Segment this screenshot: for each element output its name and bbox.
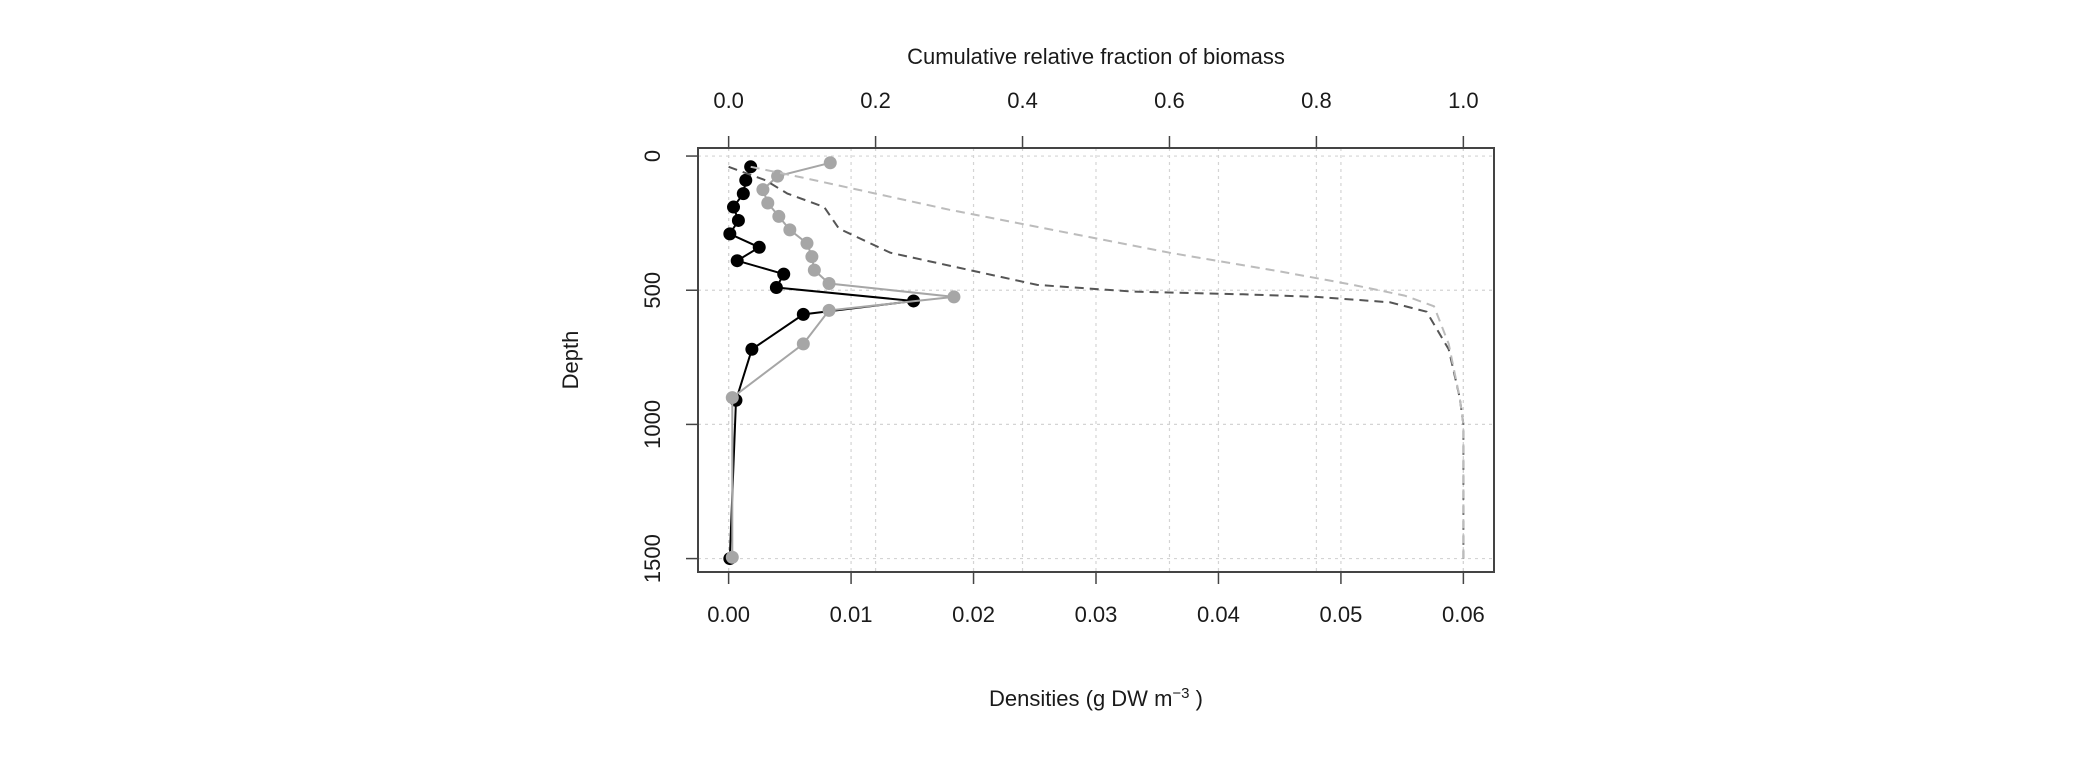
series-1-line [731,161,955,558]
x2-tick-label: 1.0 [1448,88,1479,113]
x-axis-label-suffix: ) [1190,686,1203,711]
series-0-point [723,227,737,241]
series-layer [723,156,1465,566]
y-axis-label: Depth [558,331,583,390]
top-axis-label: Cumulative relative fraction of biomass [907,44,1285,69]
series-1-point [783,223,797,237]
series-0-point [752,240,766,254]
series-1-point [761,196,775,210]
x2-tick-label: 0.6 [1154,88,1185,113]
series-1-point [772,209,786,223]
series-0-point [796,307,810,321]
series-1-point [823,156,837,170]
series-1-point [800,236,814,250]
series-1-point [805,250,819,264]
y-tick-label: 0 [640,150,665,162]
series-0-point [730,254,744,268]
series-1-point [756,183,770,197]
series-0-point [744,160,758,174]
x-axis-label-prefix: Densities (g DW m [989,686,1172,711]
x-tick-label: 0.03 [1075,602,1118,627]
series-1-point [947,290,961,304]
y-tick-label: 1500 [640,534,665,583]
series-0-point [777,267,791,281]
x2-tick-label: 0.2 [860,88,891,113]
series-1-point [725,550,739,564]
x-tick-label: 0.05 [1320,602,1363,627]
series-1-point [807,263,821,277]
series-1-point [796,337,810,351]
series-1-point [725,391,739,405]
series-1-point [822,277,836,291]
series-0-point [769,281,783,295]
x-tick-label: 0.00 [707,602,750,627]
series-3-line [750,165,1465,559]
series-0-line [728,166,914,559]
x-tick-label: 0.06 [1442,602,1485,627]
grid-layer [698,148,1494,572]
x2-tick-label: 0.0 [713,88,744,113]
series-1-point [822,303,836,317]
x2-tick-label: 0.4 [1007,88,1038,113]
series-0-point [727,200,741,214]
y-tick-label: 1000 [640,400,665,449]
series-0-point [731,213,745,227]
x-tick-label: 0.01 [830,602,873,627]
series-0-point [739,173,753,187]
x-axis-label-superscript: −3 [1172,685,1189,702]
series-0-point [745,342,759,356]
y-tick-label: 500 [640,272,665,309]
axes-layer: 0.00 0.01 0.02 0.03 0.04 0.05 0.06 0.0 0.2 0.4 0.6… [640,88,1485,627]
x-axis-label: Densities (g DW m−3 ) [989,685,1203,712]
x-tick-label: 0.02 [952,602,995,627]
x-tick-label: 0.04 [1197,602,1240,627]
series-0-point [736,187,750,201]
x2-tick-label: 0.8 [1301,88,1332,113]
